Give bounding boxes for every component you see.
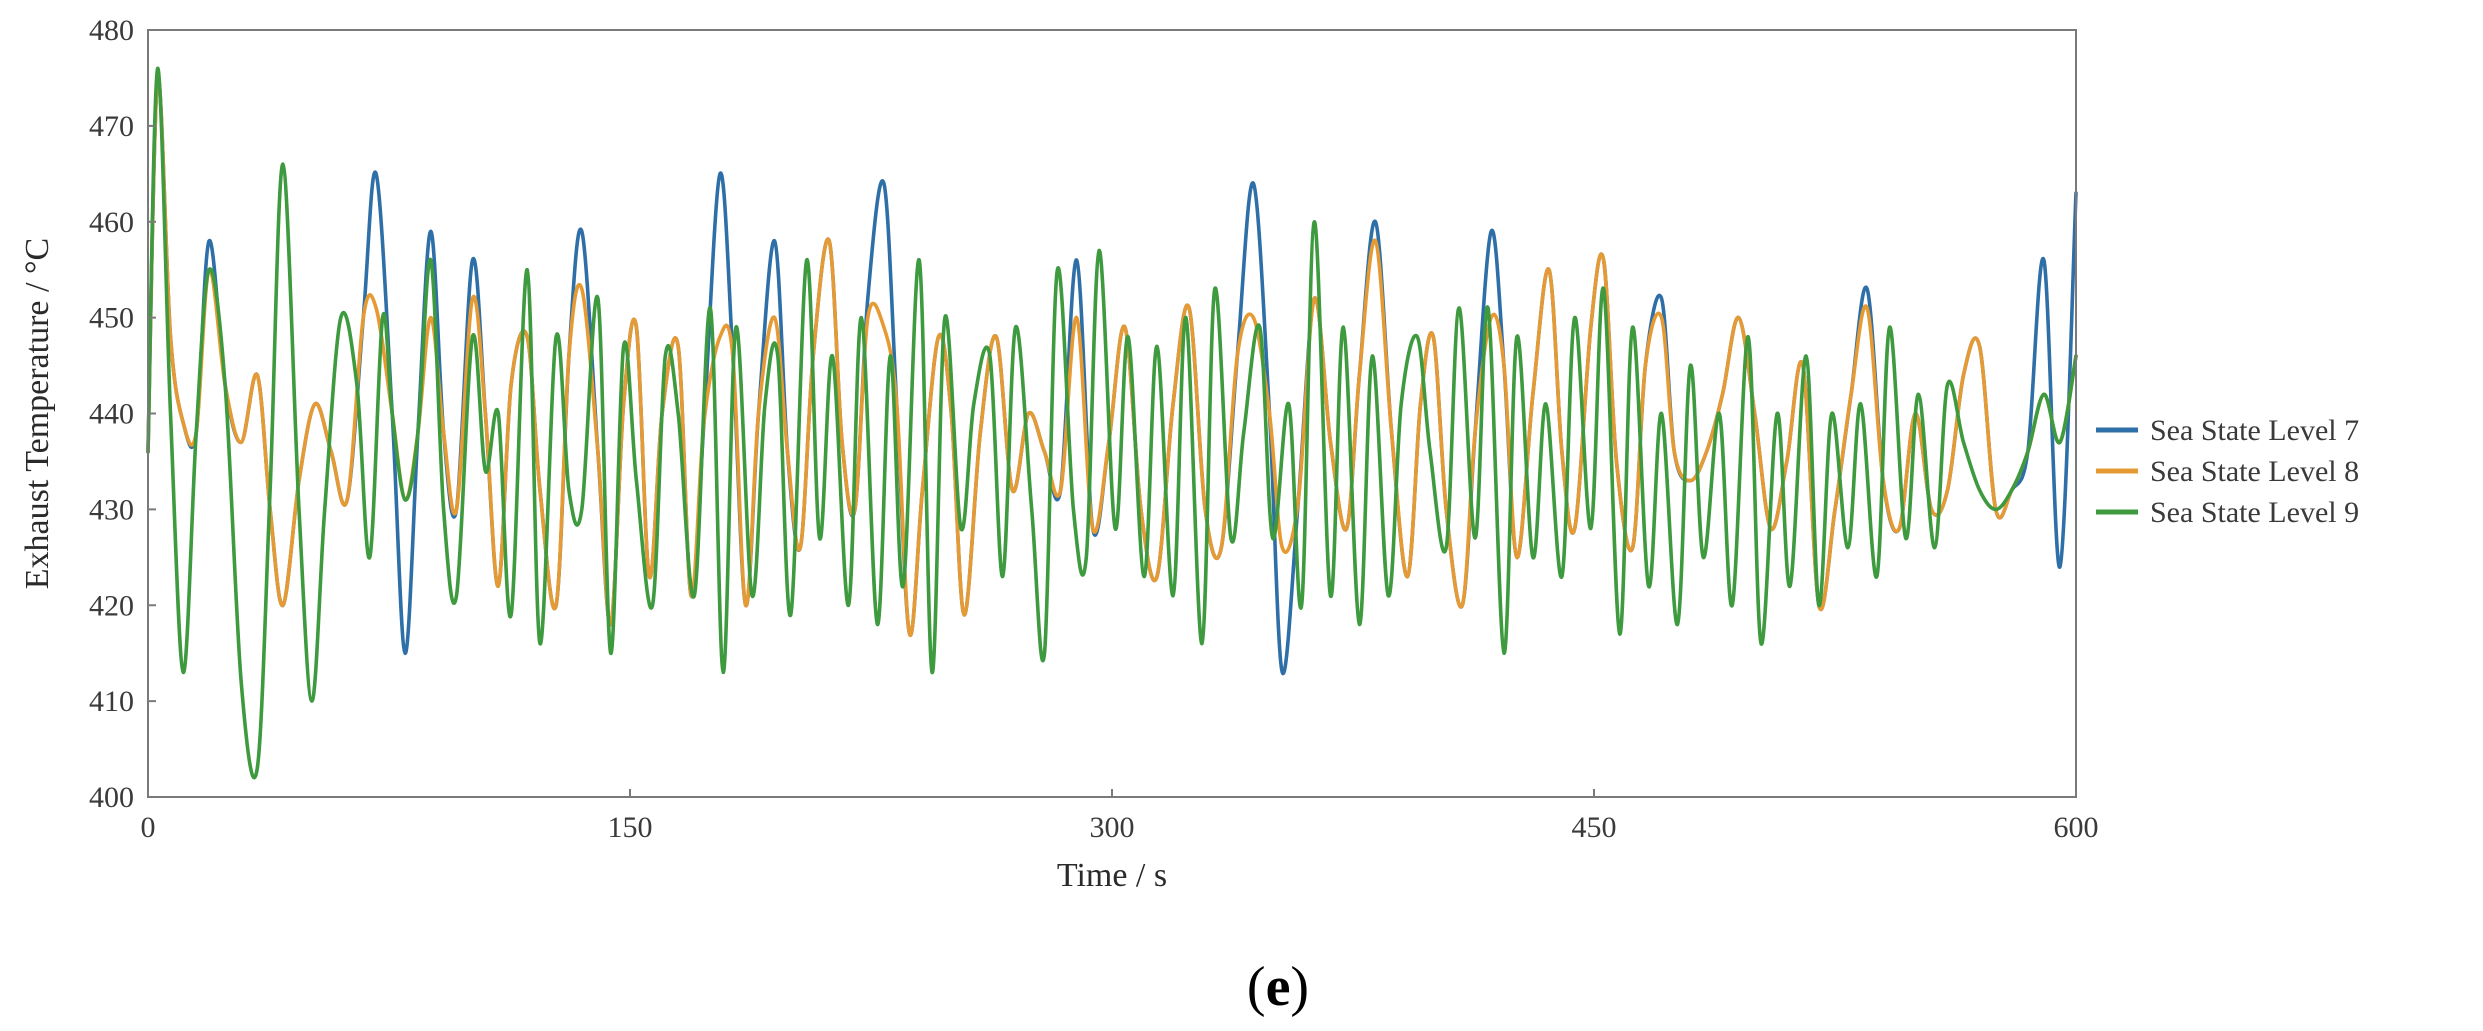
panel-label-open: ( [1247,956,1266,1018]
x-tick-label: 0 [141,811,156,844]
y-tick-label: 410 [89,685,134,718]
y-tick-label: 420 [89,589,134,622]
y-tick-label: 400 [89,781,134,814]
x-axis-ticks: 0 150 300 450 600 [141,789,2099,844]
x-tick-label: 300 [1090,811,1135,844]
legend: Sea State Level 7 Sea State Level 8 Sea St… [2096,414,2359,529]
panel-label-letter: e [1266,956,1291,1018]
panel-label: (e) [1247,956,1309,1018]
series-layer [146,66,2078,780]
legend-label: Sea State Level 8 [2150,455,2359,488]
series-line-3 [146,66,2078,780]
y-axis-label: Exhaust Temperature / °C [19,238,56,589]
legend-label: Sea State Level 9 [2150,496,2359,529]
x-tick-label: 450 [1572,811,1617,844]
legend-label: Sea State Level 7 [2150,414,2359,447]
y-tick-label: 450 [89,302,134,335]
x-tick-label: 150 [608,811,653,844]
y-axis-ticks: 400 410 420 430 440 450 460 470 480 [89,14,156,814]
y-tick-label: 480 [89,14,134,47]
y-tick-label: 430 [89,493,134,526]
y-tick-label: 440 [89,398,134,431]
y-tick-label: 470 [89,110,134,143]
y-tick-label: 460 [89,206,134,239]
x-tick-label: 600 [2054,811,2099,844]
x-axis-label: Time / s [1057,857,1167,894]
series-line-2 [146,75,2078,638]
panel-label-close: ) [1290,956,1309,1018]
